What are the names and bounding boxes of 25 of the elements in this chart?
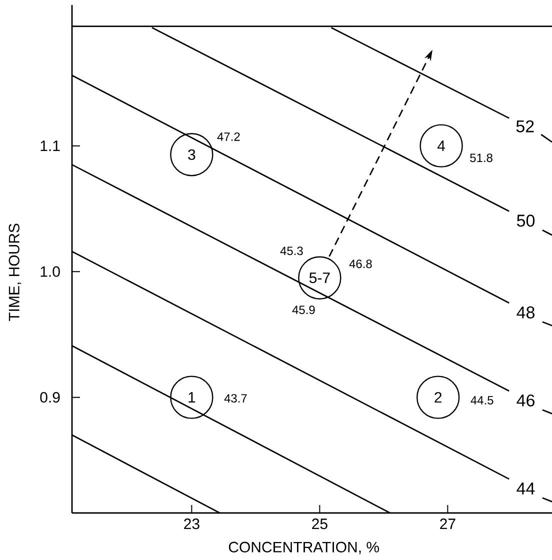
y-tick-label: 1.0: [40, 266, 60, 277]
series-label: 52: [516, 120, 534, 132]
x-tick-label: 23: [184, 518, 200, 530]
annotation: 45.3: [280, 246, 303, 256]
annotation: 2: [434, 392, 442, 403]
annotation: 43.7: [224, 394, 247, 403]
annotation: 3: [188, 149, 196, 160]
series-label: 46: [516, 394, 534, 406]
x-axis-title: CONCENTRATION, %: [228, 542, 379, 554]
x-tick-label: 27: [440, 518, 456, 530]
series-label: 44: [516, 482, 535, 494]
annotation: 4: [437, 140, 446, 151]
series-label: 48: [516, 306, 534, 318]
annotation: 5-7: [309, 272, 330, 284]
series-label: 50: [516, 214, 535, 227]
annotation: 1: [188, 392, 196, 402]
y-axis-title: TIME, HOURS: [8, 224, 22, 322]
annotation: 45.9: [292, 306, 315, 314]
y-tick-label: 0.9: [40, 392, 60, 403]
y-tick-label: 1.1: [40, 140, 60, 151]
annotation: 51.8: [470, 154, 492, 162]
annotation: 44.5: [470, 396, 494, 404]
x-tick-label: 25: [312, 518, 328, 530]
annotation: 46.8: [349, 260, 372, 268]
annotation: 47.2: [217, 132, 240, 141]
